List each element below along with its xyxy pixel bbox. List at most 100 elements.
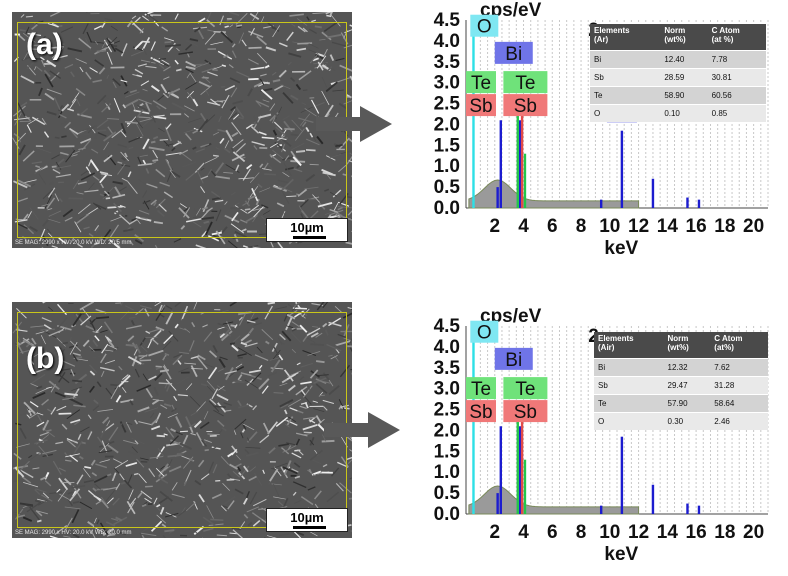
cell: Bi xyxy=(594,359,664,377)
element-tag: Sb xyxy=(466,400,496,423)
y-tick-label: 2.5 xyxy=(434,400,461,421)
x-tick-label: 12 xyxy=(628,522,649,543)
y-tick-label: 2.0 xyxy=(434,114,460,135)
cell: 57.90 xyxy=(664,395,711,413)
cell: 28.59 xyxy=(660,69,707,87)
x-tick-label: 8 xyxy=(576,522,587,543)
y-tick-label: 4.0 xyxy=(434,337,460,358)
element-tag-label: Te xyxy=(515,73,535,94)
composition-table: Elements (Ar) Norm (wt%) C Atom (at %) B… xyxy=(590,24,766,122)
x-tick-label: 2 xyxy=(489,522,500,543)
x-tick-label: 12 xyxy=(628,216,649,237)
spectrum-peak xyxy=(600,506,602,514)
element-tag: Te xyxy=(503,71,547,94)
element-tag: Te xyxy=(466,71,496,94)
x-tick-label: 14 xyxy=(657,522,679,543)
x-axis-label: keV xyxy=(604,238,638,259)
col-norm: Norm (wt%) xyxy=(664,332,711,359)
x-tick-label: 14 xyxy=(657,216,679,237)
cell: 0.85 xyxy=(708,105,766,123)
element-tag-label: Te xyxy=(471,379,491,400)
x-tick-label: 16 xyxy=(686,522,707,543)
col-norm: Norm (wt%) xyxy=(660,24,707,51)
spectrum-peak xyxy=(600,200,602,208)
element-tag-label: Te xyxy=(471,73,491,94)
table-row: Sb 29.47 31.28 xyxy=(594,377,768,395)
spectrum-peak xyxy=(517,112,519,208)
element-tag: Sb xyxy=(503,94,547,117)
spectrum-peak xyxy=(686,198,688,208)
spectrum-peak xyxy=(698,200,700,208)
cell: Te xyxy=(594,395,664,413)
element-tag: Sb xyxy=(466,94,496,117)
spectrum-peak xyxy=(621,437,623,514)
cell: 12.40 xyxy=(660,51,707,69)
x-tick-label: 20 xyxy=(743,522,764,543)
element-tag-label: O xyxy=(477,17,492,38)
cell: 29.47 xyxy=(664,377,711,395)
x-tick-label: 8 xyxy=(576,216,587,237)
y-tick-label: 0.0 xyxy=(434,504,460,525)
selection-frame xyxy=(17,312,347,528)
panel-letter: (a) xyxy=(26,28,63,62)
table-row: Bi 12.32 7.62 xyxy=(594,359,768,377)
element-tag-label: Sb xyxy=(469,402,492,423)
element-tag-label: Bi xyxy=(505,44,522,65)
spectrum-background xyxy=(469,180,639,208)
scale-bar: 10µm xyxy=(266,218,348,242)
y-tick-label: 0.0 xyxy=(434,198,460,219)
cell: 2.46 xyxy=(710,413,768,431)
scale-bar-line xyxy=(293,526,326,529)
cell: 58.90 xyxy=(660,87,707,105)
y-tick-label: 3.0 xyxy=(434,379,460,400)
spectrum-peak xyxy=(517,418,519,514)
spectrum-background xyxy=(469,486,639,514)
scale-bar: 10µm xyxy=(266,508,348,532)
element-tag: Sb xyxy=(503,400,547,423)
spectrum-peak xyxy=(496,493,498,514)
y-tick-label: 1.5 xyxy=(434,441,461,462)
texture-streak xyxy=(326,15,331,16)
y-tick-label: 4.5 xyxy=(434,10,461,31)
x-tick-label: 18 xyxy=(714,216,735,237)
element-tag-label: Sb xyxy=(514,96,537,117)
panel-letter: (b) xyxy=(26,342,64,376)
table-row: O 0.30 2.46 xyxy=(594,413,768,431)
cell: Sb xyxy=(590,69,660,87)
spectrum-peak xyxy=(500,120,502,208)
cell: Sb xyxy=(594,377,664,395)
cell: 0.30 xyxy=(664,413,711,431)
y-tick-label: 3.5 xyxy=(434,52,461,73)
y-tick-label: 4.5 xyxy=(434,316,461,337)
x-tick-label: 6 xyxy=(547,522,558,543)
x-tick-label: 4 xyxy=(518,216,529,237)
spectrum-peak xyxy=(524,460,526,514)
col-atom: C Atom (at%) xyxy=(710,332,768,359)
y-tick-label: 4.0 xyxy=(434,31,460,52)
scale-bar-line xyxy=(293,236,326,239)
scale-label: 10µm xyxy=(267,510,347,525)
table-row: Bi 12.40 7.78 xyxy=(590,51,766,69)
texture-streak xyxy=(268,303,275,304)
texture-streak xyxy=(164,530,174,531)
x-tick-label: 16 xyxy=(686,216,707,237)
texture-streak xyxy=(26,16,33,17)
y-tick-label: 0.5 xyxy=(434,483,461,504)
table-row: Sb 28.59 30.81 xyxy=(590,69,766,87)
cell: 60.56 xyxy=(708,87,766,105)
panel-b: (b) 10µm SE MAG: 2990 x HV: 20.0 kV WD: … xyxy=(0,290,788,576)
scale-label: 10µm xyxy=(267,220,347,235)
cell: 30.81 xyxy=(708,69,766,87)
cell: 7.62 xyxy=(710,359,768,377)
cell: Bi xyxy=(590,51,660,69)
element-tag-label: Sb xyxy=(514,402,537,423)
x-tick-label: 6 xyxy=(547,216,558,237)
y-tick-label: 3.0 xyxy=(434,73,460,94)
table-row: Te 57.90 58.64 xyxy=(594,395,768,413)
spectrum-peak xyxy=(521,104,523,208)
col-elements: Elements (Ar) xyxy=(590,24,660,51)
element-tag-label: Sb xyxy=(469,96,492,117)
sem-metadata: SE MAG: 2990 x HV: 20.0 kV WD: 20.5 mm xyxy=(15,240,131,246)
spectrum-peak xyxy=(652,485,654,514)
